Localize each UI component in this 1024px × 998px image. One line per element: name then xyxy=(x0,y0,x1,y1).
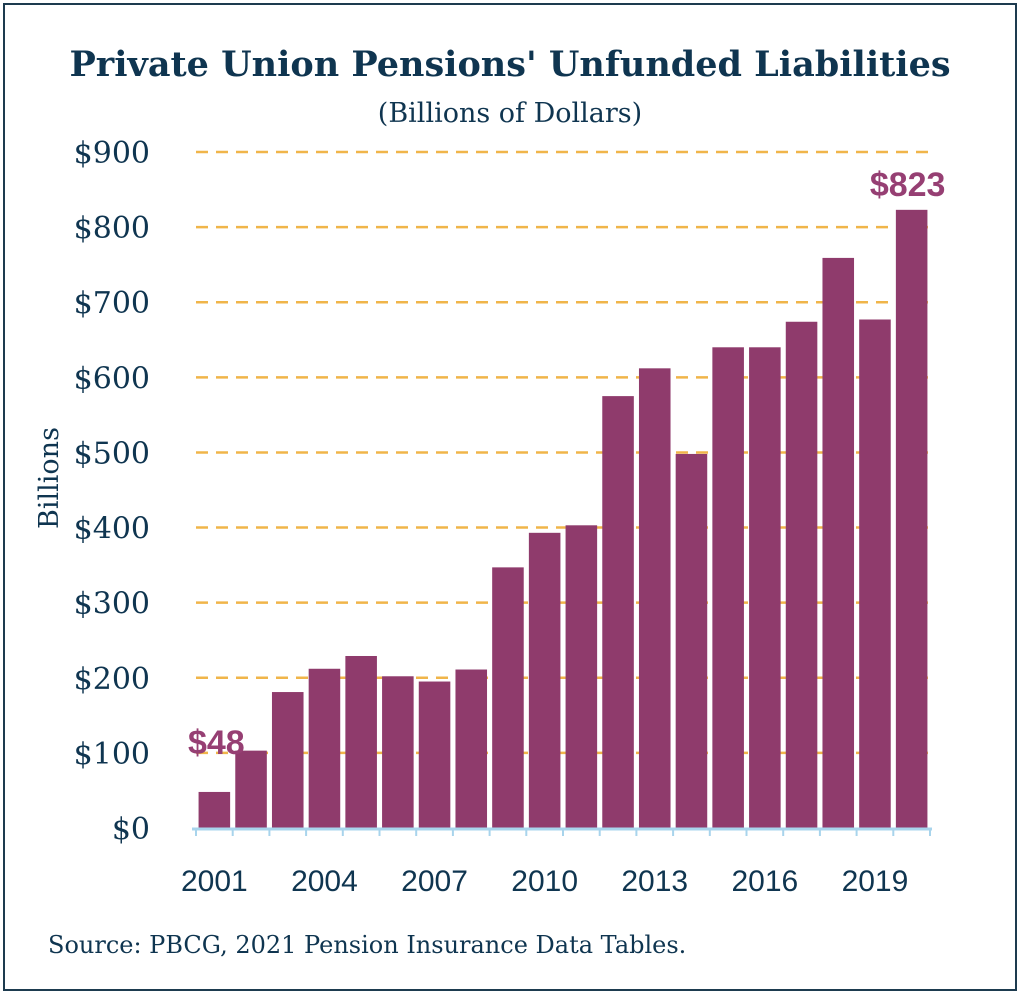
bar-2020 xyxy=(895,209,928,828)
y-tick-label: $500 xyxy=(74,436,150,471)
y-tick-label: $200 xyxy=(74,662,150,697)
chart-title: Private Union Pensions' Unfunded Liabili… xyxy=(69,44,950,85)
annotation-2020: $823 xyxy=(870,166,946,204)
annotations: $48 $823 xyxy=(188,166,945,762)
y-tick-label: $400 xyxy=(74,512,150,547)
bar-2012 xyxy=(602,396,634,828)
bar-2009 xyxy=(492,567,524,828)
x-tick-label: 2016 xyxy=(731,865,798,898)
bar-2008 xyxy=(455,669,488,828)
y-tick-label: $700 xyxy=(74,286,150,321)
bar-2007 xyxy=(418,681,451,828)
bar-2019 xyxy=(859,319,891,828)
bar-2003 xyxy=(271,692,304,828)
bar-2014 xyxy=(675,453,708,828)
gridlines xyxy=(196,150,930,755)
y-tick-label: $800 xyxy=(74,211,150,246)
y-tick-label: $0 xyxy=(112,812,150,847)
y-tick-labels: $0 $100 $200 $300 $400 $500 $600 $700 $800 $900 xyxy=(74,136,150,847)
x-axis xyxy=(192,827,932,836)
bar-2013 xyxy=(638,368,671,828)
bar-2011 xyxy=(565,525,598,828)
x-tick-label: 2010 xyxy=(511,865,578,898)
x-tick-label: 2019 xyxy=(842,865,909,898)
bar-2006 xyxy=(382,676,414,828)
bar-2002 xyxy=(235,750,267,828)
bars xyxy=(198,209,928,828)
y-axis-label: Billions xyxy=(34,427,65,529)
y-tick-label: $900 xyxy=(74,136,150,171)
x-tick-label: 2001 xyxy=(181,865,248,898)
x-tick-labels: 2001 2004 2007 2010 2013 2016 2019 xyxy=(181,865,908,898)
bar-2001 xyxy=(198,791,231,828)
y-tick-label: $600 xyxy=(74,361,150,396)
bar-2018 xyxy=(822,257,855,828)
x-tick-label: 2007 xyxy=(401,865,468,898)
bar-2005 xyxy=(345,655,377,828)
annotation-2001: $48 xyxy=(188,724,245,762)
bar-2004 xyxy=(308,668,341,828)
bar-2017 xyxy=(785,321,818,828)
y-tick-label: $300 xyxy=(74,587,150,622)
x-tick-label: 2013 xyxy=(621,865,688,898)
bar-2015 xyxy=(712,347,744,828)
y-tick-label: $100 xyxy=(74,737,150,772)
source-note: Source: PBCG, 2021 Pension Insurance Dat… xyxy=(48,931,686,959)
x-tick-label: 2004 xyxy=(291,865,358,898)
chart-subtitle: (Billions of Dollars) xyxy=(378,98,642,129)
bar-2016 xyxy=(749,347,781,828)
bar-2010 xyxy=(528,532,561,828)
